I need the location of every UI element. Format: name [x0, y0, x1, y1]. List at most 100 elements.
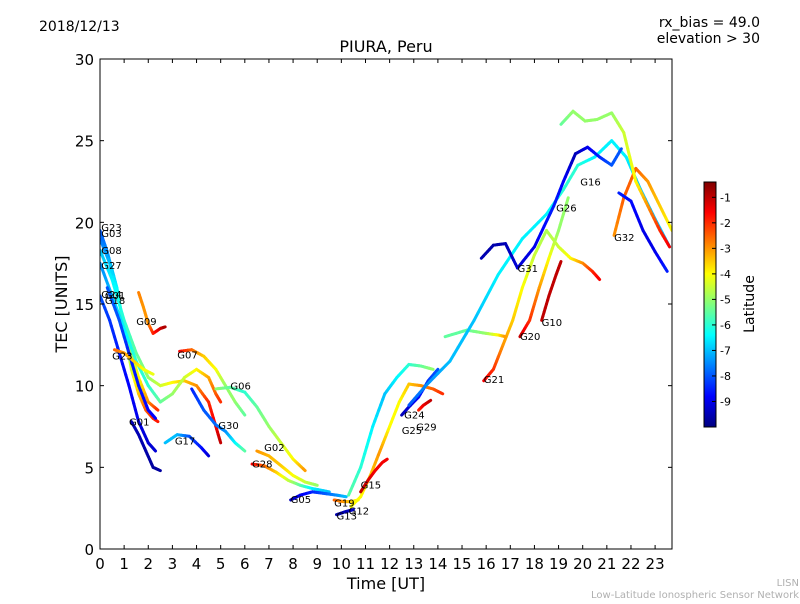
prn-label: G07 [177, 351, 197, 362]
series-segment [220, 440, 221, 443]
series-g01 [131, 422, 160, 471]
colorbar-tick-label: -5 [720, 293, 731, 306]
prn-label: G32 [614, 233, 634, 244]
series-segment [560, 262, 561, 264]
series-segment [315, 485, 317, 486]
colorbar-tick-label: -2 [720, 217, 731, 230]
colorbar-tick-label: -8 [720, 370, 731, 383]
x-tick-label: 10 [332, 555, 351, 573]
colorbar [704, 182, 716, 427]
x-tick-label: 9 [312, 555, 322, 573]
series-segment [441, 393, 443, 394]
x-tick-label: 8 [288, 555, 298, 573]
series-g27 [100, 263, 221, 402]
colorbar-tick-label: -4 [720, 268, 731, 281]
prn-label: G26 [556, 204, 576, 215]
colorbar-tick-label: -9 [720, 395, 731, 408]
series-g31 [445, 330, 505, 337]
x-tick-label: 4 [192, 555, 202, 573]
prn-label: G23 [112, 351, 132, 362]
prn-label: G08 [101, 246, 121, 257]
elevation-label: elevation > 30 [657, 31, 760, 47]
colorbar-tick-label: -6 [720, 319, 731, 332]
series-segment [243, 450, 245, 451]
footer-network: Low-Latitude Ionospheric Sensor Network [591, 590, 799, 600]
prn-label: G16 [580, 178, 600, 189]
series-g21 [484, 231, 600, 381]
x-tick-label: 7 [264, 555, 274, 573]
series-segment [303, 469, 305, 471]
prn-label: G21 [484, 375, 504, 386]
date-label: 2018/12/13 [39, 19, 120, 35]
x-axis-label: Time [UT] [346, 574, 425, 593]
prn-label: G31 [518, 264, 538, 275]
series-segment [326, 491, 329, 492]
series-segment [159, 470, 160, 471]
prn-label: G24 [404, 410, 424, 421]
series-segment [620, 149, 622, 152]
series-segment [157, 421, 158, 422]
x-tick-label: 16 [477, 555, 496, 573]
x-tick-label: 17 [501, 555, 520, 573]
prn-label: G17 [175, 436, 195, 447]
prn-label: G03 [101, 229, 121, 240]
y-tick-label: 5 [84, 459, 94, 477]
prn-label: G30 [218, 421, 238, 432]
y-tick-label: 10 [75, 378, 94, 396]
colorbar-label: Latitude [742, 275, 758, 333]
series-segment [207, 455, 208, 456]
x-tick-label: 3 [168, 555, 178, 573]
x-tick-label: 11 [356, 555, 375, 573]
y-tick-label: 20 [75, 214, 94, 232]
series-segment [567, 198, 569, 203]
series-layer [100, 111, 672, 514]
y-tick-label: 30 [75, 51, 94, 69]
prn-label: G12 [349, 507, 369, 518]
plot-frame [100, 59, 672, 549]
series-segment [429, 400, 430, 401]
series-g29 [419, 400, 431, 410]
x-tick-label: 20 [573, 555, 592, 573]
series-segment [431, 369, 433, 370]
prn-label: G02 [264, 443, 284, 454]
x-tick-label: 19 [549, 555, 568, 573]
y-tick-label: 15 [75, 296, 94, 314]
footer-lisn: LISN [777, 578, 799, 589]
series-g32 [614, 168, 672, 235]
x-tick-label: 12 [380, 555, 399, 573]
colorbar-tick-label: -1 [720, 191, 731, 204]
series-segment [151, 373, 153, 374]
prn-label: G09 [136, 317, 156, 328]
prn-label: G18 [105, 296, 125, 307]
colorbar-tick-label: -3 [720, 242, 731, 255]
series-segment [386, 459, 387, 460]
x-tick-label: 0 [95, 555, 105, 573]
colorbar-tick-label: -7 [720, 344, 731, 357]
y-tick-label: 0 [84, 541, 94, 559]
prn-label: G28 [252, 459, 272, 470]
series-segment [220, 401, 221, 402]
x-tick-label: 1 [119, 555, 129, 573]
series-segment [243, 413, 245, 415]
series-segment [436, 369, 438, 371]
y-tick-label: 25 [75, 133, 94, 151]
chart-title: PIURA, Peru [339, 37, 432, 56]
x-tick-label: 21 [597, 555, 616, 573]
x-tick-label: 23 [646, 555, 665, 573]
x-tick-label: 5 [216, 555, 226, 573]
x-tick-label: 18 [525, 555, 544, 573]
prn-label: G05 [291, 495, 311, 506]
rx-bias-label: rx_bias = 49.0 [659, 15, 760, 31]
prn-label: G10 [542, 318, 562, 329]
x-tick-label: 2 [143, 555, 153, 573]
prn-label: G01 [129, 418, 149, 429]
series-segment [154, 417, 155, 418]
prn-label: G29 [416, 423, 436, 434]
prn-label: G27 [101, 261, 121, 272]
series-segment [668, 244, 670, 247]
series-segment [154, 450, 155, 451]
x-tick-label: 15 [452, 555, 471, 573]
